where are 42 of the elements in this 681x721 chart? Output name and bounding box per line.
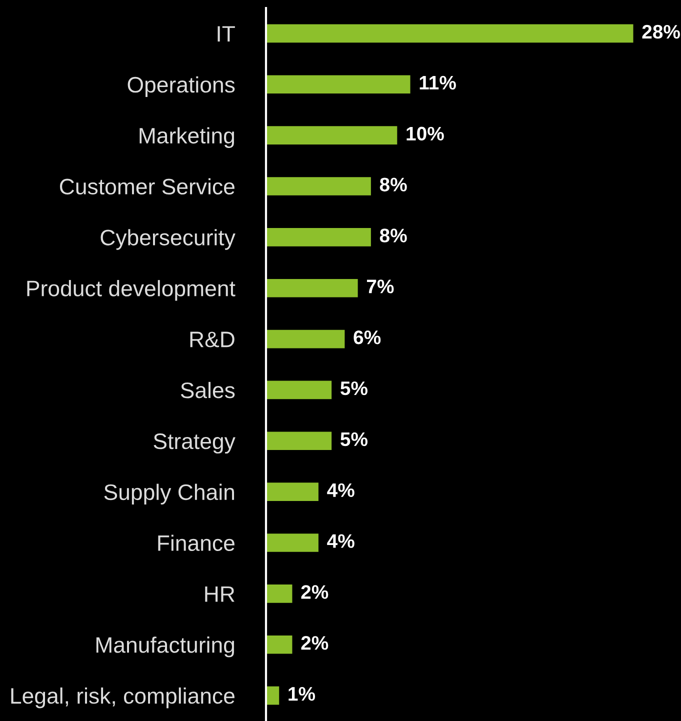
y-tick-label: R&D (190, 332, 234, 348)
y-tick-label: Finance (158, 534, 234, 552)
y-tick-label: Product development (27, 280, 236, 301)
y-tick-label: Sales (180, 382, 235, 398)
data-label: 6% (354, 330, 381, 344)
bar (266, 126, 398, 144)
y-tick-label: Marketing (140, 127, 234, 148)
data-label: 2% (301, 636, 328, 650)
data-label: 1% (288, 687, 316, 701)
data-label: 28% (642, 24, 680, 39)
bar (266, 278, 358, 298)
bar (266, 432, 332, 450)
bar (266, 177, 371, 196)
y-tick-label: Supply Chain (104, 484, 234, 504)
bar (266, 482, 318, 501)
bar (266, 635, 292, 654)
data-label: 5% (340, 381, 368, 396)
y-tick-label: Strategy (154, 433, 236, 454)
data-label: 5% (340, 432, 368, 446)
data-label: 7% (366, 280, 394, 294)
bar (266, 380, 332, 400)
data-label: 8% (380, 228, 407, 242)
y-tick-label: Operations (128, 76, 235, 98)
data-label: 4% (327, 534, 354, 548)
data-label: 8% (380, 178, 407, 192)
y-tick-label: Cybersecurity (100, 229, 236, 250)
data-label: 2% (301, 585, 328, 599)
data-label: 10% (406, 126, 444, 141)
bar (266, 24, 634, 43)
data-label: 11% (420, 76, 456, 90)
bar (266, 75, 410, 94)
data-label: 4% (327, 483, 354, 497)
bar (266, 686, 280, 705)
y-tick-label: Manufacturing (96, 636, 234, 658)
bar (266, 228, 371, 246)
bar (266, 584, 292, 603)
y-tick-label: Customer Service (60, 178, 234, 195)
y-tick-label: Legal, risk, compliance (11, 687, 234, 708)
y-tick-label: HR (205, 586, 234, 602)
y-tick-label: IT (218, 26, 235, 42)
bar (266, 534, 318, 552)
bar (266, 330, 345, 348)
